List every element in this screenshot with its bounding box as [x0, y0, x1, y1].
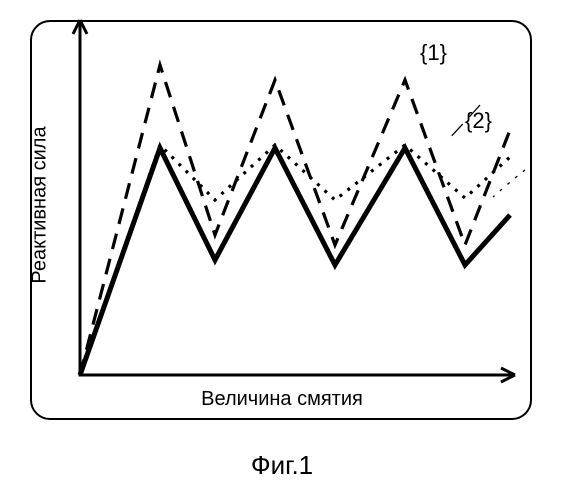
- series-group: [80, 65, 525, 375]
- series-label-2: {2}: [465, 108, 492, 134]
- series-solid: [80, 148, 510, 375]
- y-axis-label: Реактивная сила: [29, 126, 52, 283]
- chart-plot: [80, 30, 510, 375]
- series-label-1: {1}: [420, 40, 447, 66]
- x-axis-label: Величина смятия: [0, 388, 564, 411]
- figure-caption: Фиг.1: [0, 450, 564, 481]
- series-dotted: [80, 145, 510, 375]
- series-dashed: [80, 65, 510, 375]
